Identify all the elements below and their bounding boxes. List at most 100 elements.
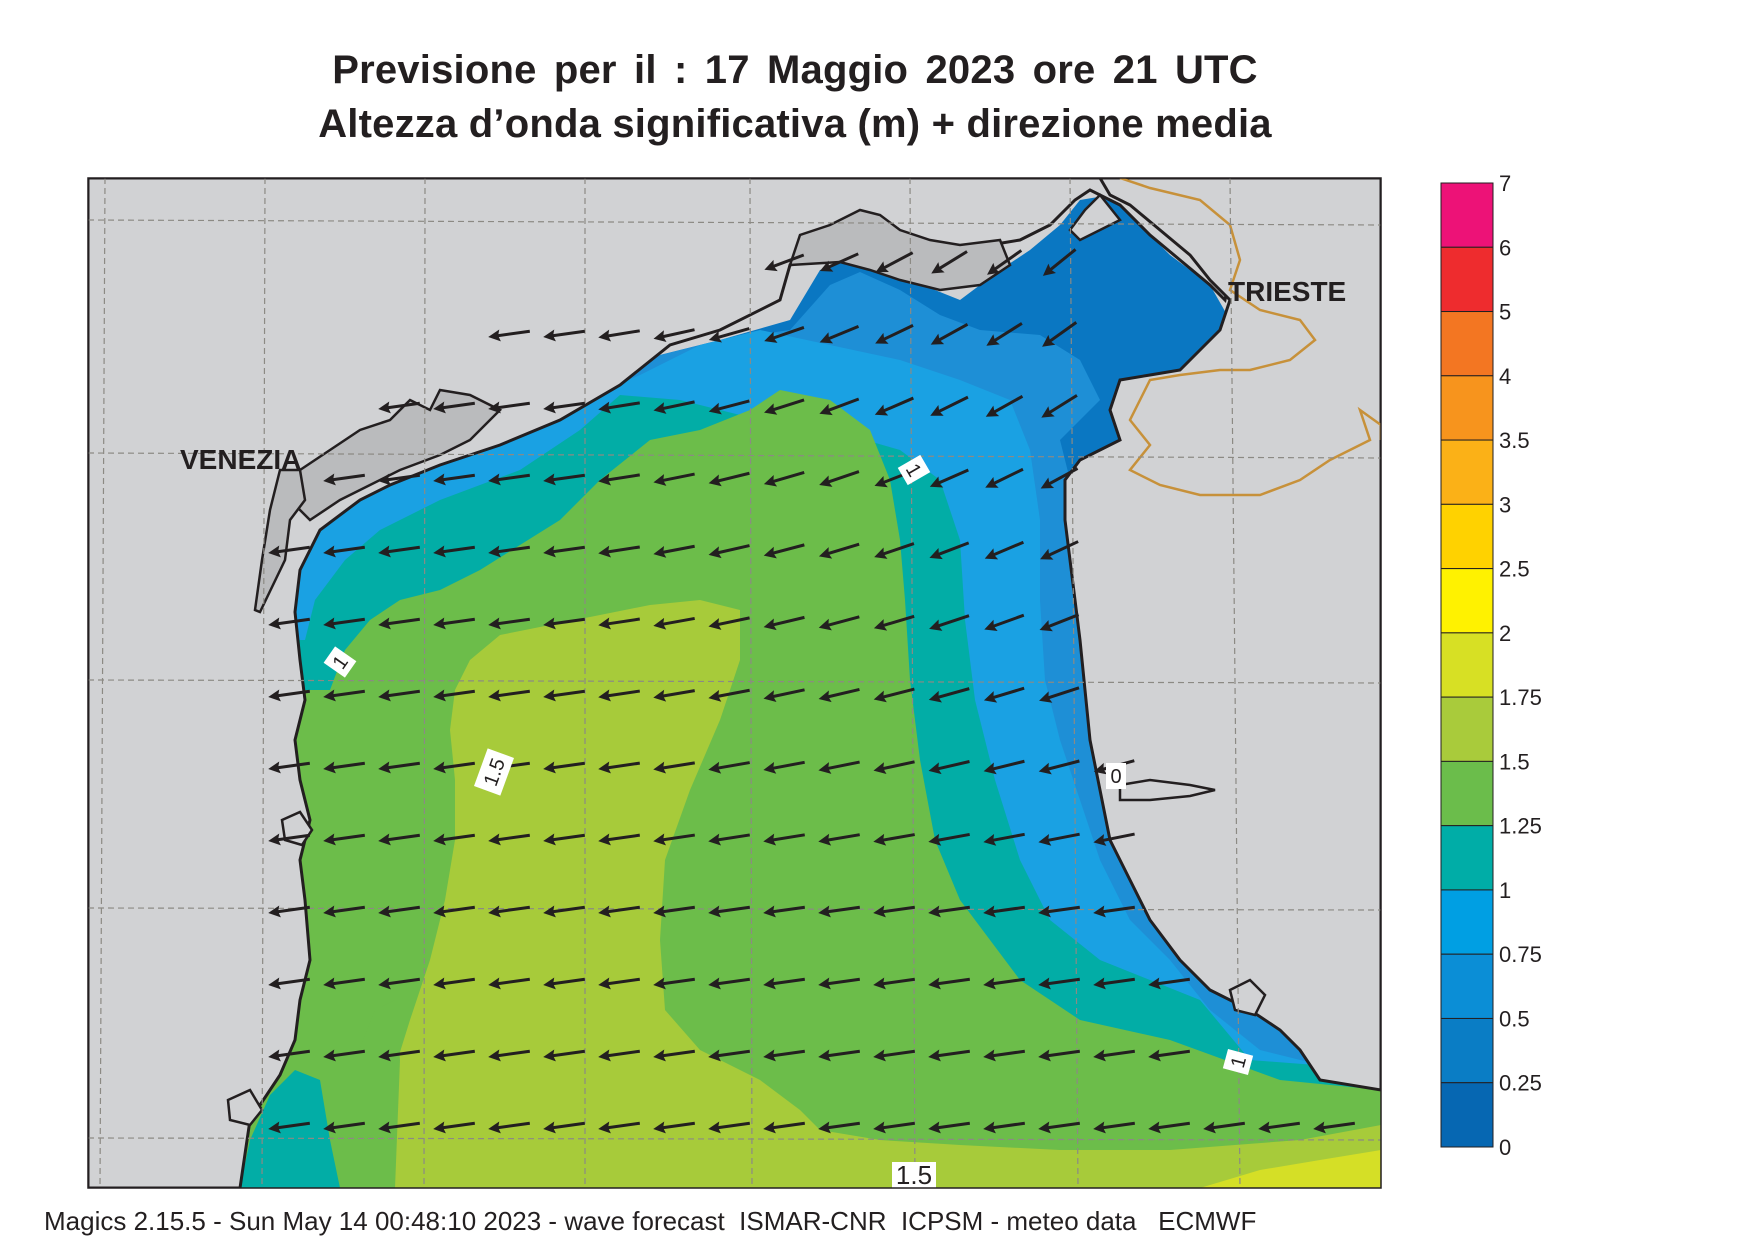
direction-arrow [1093,905,1136,918]
direction-arrow [763,1121,806,1134]
land-masses [88,178,1381,1188]
land-trieste-inlet [1068,193,1122,242]
direction-arrow [268,977,311,990]
borders [1119,178,1381,497]
direction-arrow [378,689,421,702]
direction-arrow [929,614,970,631]
direction-arrow [1040,467,1079,489]
direction-arrow [873,1121,916,1134]
direction-arrow [433,473,476,486]
direction-arrow [323,761,366,774]
direction-arrow [268,761,311,774]
direction-arrow [1039,613,1080,632]
direction-arrow [708,471,750,487]
direction-arrow [543,401,586,414]
direction-arrow [873,977,916,990]
direction-arrow [488,833,531,846]
land-island-krk [1228,978,1267,1017]
direction-arrow [653,689,695,702]
direction-arrow [818,1121,861,1134]
legend-level-label: 2.5 [1499,557,1530,582]
direction-arrow [378,545,421,558]
direction-arrows [268,248,1356,1134]
direction-arrow [433,761,476,774]
direction-arrow [598,689,641,702]
direction-arrow [819,470,860,487]
direction-arrow [983,686,1025,703]
direction-arrow [543,761,586,774]
legend-level-label: 4 [1499,364,1511,389]
direction-arrow [378,1121,421,1134]
direction-arrow [818,1049,861,1062]
sea-patch-bottom-left [240,1070,340,1188]
direction-arrow [984,540,1025,560]
sea-patch-bottom-left-green [340,1000,400,1188]
legend-level-label: 3.5 [1499,428,1530,453]
direction-arrow [764,326,805,343]
direction-arrow [986,322,1023,346]
legend-swatch [1440,503,1494,570]
direction-arrow [928,977,971,990]
direction-arrow [763,977,806,990]
direction-arrow [819,325,860,344]
direction-arrow [763,1049,806,1062]
direction-arrow [378,401,421,414]
direction-arrow [928,1121,971,1134]
land-islet-2 [226,1088,264,1127]
legend-swatch [1440,246,1494,313]
land-venezia-lagoon [288,388,503,522]
direction-arrow [928,1049,971,1062]
direction-arrow [268,833,311,846]
direction-arrow [543,833,586,846]
direction-arrow [378,977,421,990]
direction-arrow [323,473,366,486]
sea-band-125-15 [88,390,1381,1188]
direction-arrow [1148,1121,1191,1134]
direction-arrow [874,396,914,416]
sea-field [88,195,1381,1188]
direction-arrow [818,905,861,918]
direction-arrow [488,545,531,558]
contour-label-15b: 1.5 [896,1160,932,1190]
direction-arrow [1041,394,1078,418]
direction-arrow [985,467,1024,488]
direction-arrow [818,542,860,559]
legend-swatch [1440,760,1494,827]
place-label-trieste: TRIESTE [1228,276,1346,307]
legend-swatch [1440,1082,1494,1148]
direction-arrow [598,473,640,486]
legend-swatch [1440,632,1494,698]
direction-arrow [708,327,750,343]
direction-arrow [763,688,805,702]
legend-swatch [1440,568,1494,634]
direction-arrow [873,760,915,774]
direction-arrow [543,329,586,342]
direction-arrow [1093,1121,1136,1134]
direction-arrow [818,615,860,631]
direction-arrow [598,1121,641,1134]
direction-arrow [874,542,915,559]
direction-arrow [488,977,531,990]
direction-arrow [818,687,860,703]
direction-arrow [818,760,860,774]
direction-arrow [433,833,476,846]
direction-arrow [598,761,641,774]
direction-arrow [983,1121,1026,1134]
direction-arrow [488,1049,531,1062]
direction-arrow [873,687,915,703]
legend-swatch [1440,953,1494,1019]
direction-arrow [984,613,1025,632]
direction-arrow [1038,977,1081,990]
direction-arrow [1038,832,1080,846]
direction-arrow [763,760,805,774]
legend-level-label: 0 [1499,1135,1511,1160]
direction-arrow [873,1049,916,1062]
legend-level-label: 3 [1499,492,1511,517]
direction-arrow [598,329,640,342]
legend-level-label: 1 [1499,878,1511,903]
direction-arrow [983,905,1026,918]
direction-arrow [763,833,805,846]
direction-arrow [1313,1121,1356,1134]
direction-arrow [1038,759,1080,775]
legend-swatch [1440,439,1494,505]
